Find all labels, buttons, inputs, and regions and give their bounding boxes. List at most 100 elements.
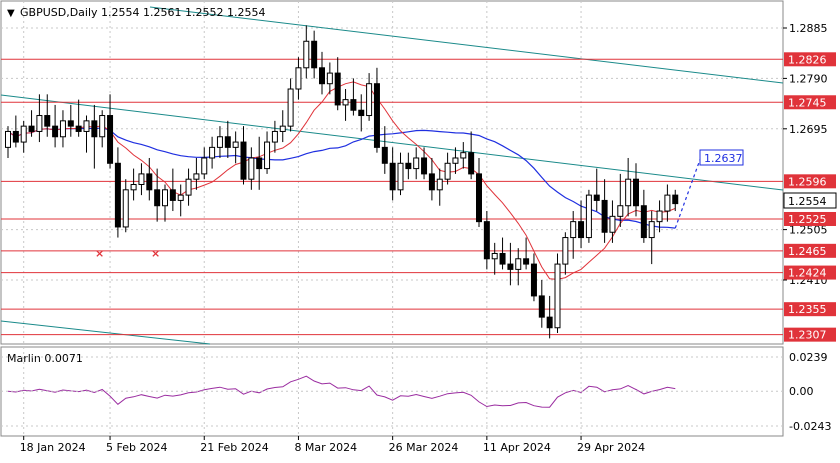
candle-body bbox=[350, 99, 357, 111]
candle bbox=[248, 147, 255, 190]
level-tag-label: 1.2307 bbox=[788, 329, 827, 342]
candle bbox=[36, 94, 43, 143]
candle bbox=[554, 253, 561, 334]
candle bbox=[20, 120, 27, 153]
candle bbox=[342, 89, 349, 121]
channel-lower-line bbox=[0, 320, 211, 345]
candle-body bbox=[609, 215, 616, 233]
candle bbox=[256, 136, 263, 190]
candle bbox=[648, 211, 655, 265]
candle bbox=[185, 168, 192, 206]
candle bbox=[67, 104, 74, 137]
candle bbox=[12, 115, 19, 148]
level-tag-box bbox=[784, 243, 836, 258]
candle bbox=[640, 189, 647, 243]
candle-body bbox=[428, 173, 435, 191]
candle bbox=[672, 189, 679, 212]
candle-body bbox=[507, 263, 514, 270]
candle bbox=[99, 110, 106, 148]
candle bbox=[499, 237, 506, 270]
indicator-title: Marlin 0.0071 bbox=[7, 352, 83, 365]
price-tick-label: 1.2505 bbox=[789, 224, 828, 237]
candle-body bbox=[256, 157, 263, 170]
candle bbox=[334, 57, 341, 111]
collapse-arrow-icon[interactable]: ▼ bbox=[7, 8, 15, 19]
swing-markers: × × bbox=[95, 247, 160, 260]
marlin-line bbox=[7, 375, 676, 408]
candle-body bbox=[601, 199, 608, 233]
candle bbox=[546, 295, 553, 339]
candle bbox=[326, 62, 333, 95]
candle bbox=[162, 184, 168, 222]
candle bbox=[358, 94, 365, 132]
candle bbox=[523, 237, 530, 270]
candle-body bbox=[515, 258, 522, 270]
candle bbox=[28, 110, 35, 137]
candle-body bbox=[107, 115, 114, 164]
candle bbox=[593, 168, 600, 212]
candle-body bbox=[530, 263, 537, 297]
candle bbox=[413, 147, 420, 180]
candle bbox=[436, 168, 443, 206]
candle bbox=[114, 147, 121, 238]
candle-body bbox=[358, 109, 365, 117]
candle bbox=[209, 136, 216, 169]
candle-body bbox=[20, 125, 27, 143]
candle-body bbox=[154, 189, 161, 207]
symbol-header: GBPUSD,Daily 1.2554 1.2561 1.2552 1.2554 bbox=[20, 6, 265, 19]
candle-body bbox=[287, 88, 294, 127]
candle bbox=[476, 157, 482, 227]
candle-body bbox=[216, 136, 223, 148]
candle-body bbox=[373, 83, 380, 148]
candle bbox=[350, 78, 357, 116]
candle-body bbox=[295, 67, 302, 90]
candle-body bbox=[499, 252, 506, 265]
candle-body bbox=[28, 125, 35, 132]
candle bbox=[570, 211, 577, 259]
candle-body bbox=[52, 125, 59, 138]
candle bbox=[389, 147, 396, 201]
candle-body bbox=[672, 194, 679, 205]
fast-ma-line bbox=[7, 81, 676, 280]
candle bbox=[428, 157, 435, 201]
candle bbox=[169, 168, 176, 212]
candle bbox=[405, 152, 412, 180]
candle-body bbox=[413, 157, 420, 170]
level-tag-box bbox=[784, 174, 836, 189]
level-tag-label: 1.2826 bbox=[788, 53, 827, 66]
candle bbox=[585, 189, 592, 243]
candle-body bbox=[625, 178, 632, 207]
candle bbox=[224, 120, 231, 158]
candle-body bbox=[271, 130, 278, 143]
candle bbox=[52, 104, 59, 148]
candle-body bbox=[248, 157, 255, 180]
candle-body bbox=[656, 210, 663, 223]
candle bbox=[319, 51, 325, 95]
candle-body bbox=[240, 141, 247, 180]
ma-value-box bbox=[699, 149, 744, 166]
time-tick-label: 8 Mar 2024 bbox=[294, 441, 357, 454]
trend-channel bbox=[0, 6, 784, 345]
candle bbox=[664, 184, 671, 222]
level-tag-box bbox=[784, 52, 836, 67]
candle-body bbox=[162, 189, 168, 207]
candle-body bbox=[169, 189, 176, 201]
candle bbox=[578, 200, 585, 249]
candle bbox=[633, 163, 639, 217]
candle bbox=[240, 126, 247, 185]
candle-body bbox=[460, 152, 467, 159]
candle-body bbox=[397, 162, 404, 191]
cross-marker-2: × bbox=[151, 247, 160, 260]
candle-body bbox=[523, 258, 530, 265]
level-tag-box bbox=[784, 265, 836, 280]
level-tag-box bbox=[784, 95, 836, 110]
candle-body bbox=[366, 83, 373, 117]
candle-body bbox=[185, 178, 192, 196]
candle bbox=[373, 67, 380, 153]
candle-body bbox=[476, 173, 482, 223]
candle-body bbox=[570, 221, 577, 239]
candle bbox=[295, 57, 302, 100]
level-tag-label: 1.2424 bbox=[788, 267, 827, 280]
candle bbox=[483, 211, 490, 270]
